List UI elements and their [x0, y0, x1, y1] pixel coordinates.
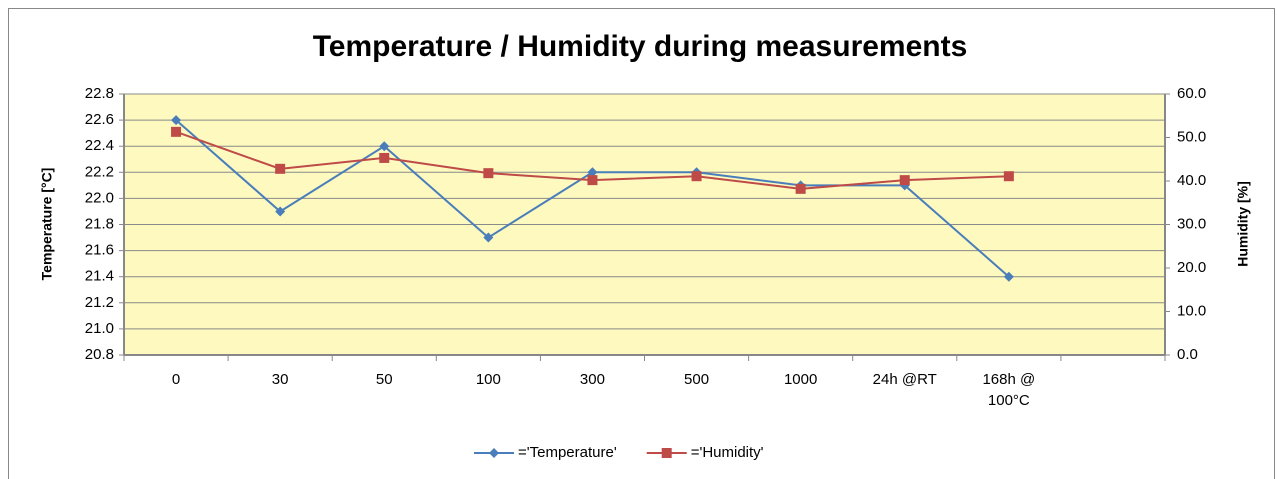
y-tick-label: 21.0 — [85, 320, 114, 337]
data-point — [379, 152, 390, 163]
data-point — [1003, 271, 1014, 282]
data-point — [587, 167, 598, 178]
legend-label: ='Humidity' — [691, 444, 764, 461]
data-point — [275, 206, 286, 217]
y-tick-label: 21.8 — [85, 215, 114, 232]
y-tick-label: 21.6 — [85, 242, 114, 259]
x-tick-label: 500 — [684, 371, 710, 388]
data-point — [1003, 171, 1014, 182]
y2-tick-label: 60.0 — [1177, 85, 1206, 102]
data-point — [379, 141, 390, 152]
x-tick-label: 300 — [579, 371, 605, 388]
y2-axis-title: Humidity [%] — [1235, 181, 1251, 267]
y-tick-label: 22.2 — [85, 163, 114, 180]
y-tick-label: 22.8 — [85, 85, 114, 102]
data-point — [587, 175, 598, 186]
legend-marker — [489, 448, 499, 458]
y2-tick-label: 50.0 — [1177, 128, 1206, 145]
y-tick-label: 21.2 — [85, 294, 114, 311]
x-tick-label: 50 — [375, 371, 393, 388]
x-tick-label: 168h @ 100°C — [982, 371, 1036, 409]
data-point — [171, 115, 182, 126]
legend-label: ='Temperature' — [518, 444, 617, 461]
x-tick-label: 1000 — [783, 371, 818, 388]
x-tick-label: 24h @RT — [872, 371, 937, 388]
y2-tick-label: 0.0 — [1177, 346, 1198, 363]
y2-tick-label: 30.0 — [1177, 215, 1206, 232]
data-point — [483, 168, 494, 179]
data-point — [899, 175, 910, 186]
y-tick-label: 22.6 — [85, 111, 114, 128]
y2-tick-label: 40.0 — [1177, 172, 1206, 189]
x-tick-label: 100 — [475, 371, 501, 388]
y2-tick-label: 10.0 — [1177, 302, 1206, 319]
x-tick-label: 30 — [271, 371, 289, 388]
data-point — [275, 163, 286, 174]
legend-marker — [661, 448, 672, 458]
y-tick-label: 20.8 — [85, 346, 114, 363]
data-point — [691, 171, 702, 182]
data-point — [795, 183, 806, 194]
y-tick-label: 22.0 — [85, 189, 114, 206]
y-axis-title: Temperature [°C] — [39, 168, 55, 281]
data-point — [171, 126, 182, 137]
y-tick-label: 21.4 — [85, 268, 114, 285]
y-tick-label: 22.4 — [85, 137, 114, 154]
x-tick-label: 0 — [171, 371, 181, 388]
data-point — [483, 232, 494, 243]
y2-tick-label: 20.0 — [1177, 259, 1206, 276]
chart-title: Temperature / Humidity during measuremen… — [313, 30, 968, 63]
